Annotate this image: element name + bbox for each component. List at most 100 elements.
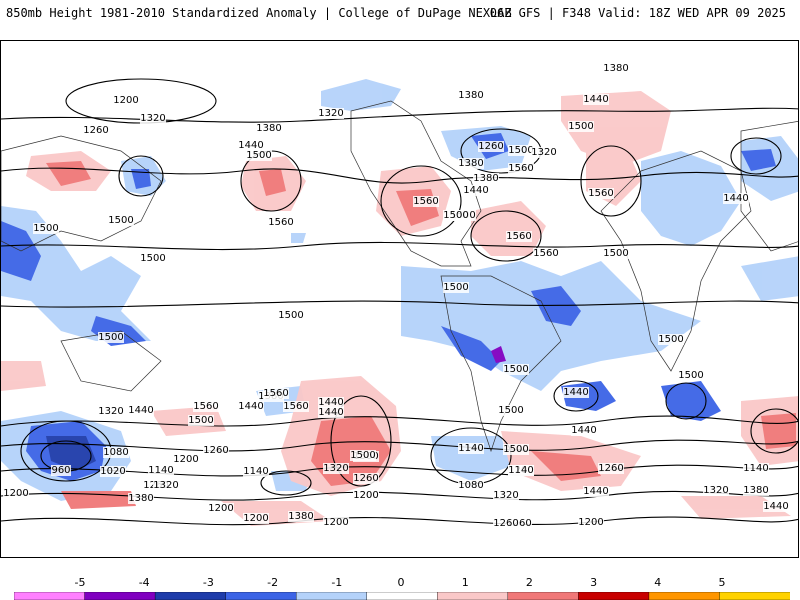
contour-label-background (108, 215, 134, 226)
colorbar-swatch (14, 592, 86, 600)
contour-label-background (413, 196, 439, 207)
colorbar-tick-label: 0 (397, 576, 405, 589)
contour-label: 1500 (443, 282, 468, 293)
contour-label-background (723, 193, 749, 204)
contour-label: 1440 (238, 401, 263, 412)
contour-label: 1380 (743, 485, 768, 496)
colorbar-tick-label: -4 (138, 576, 150, 589)
contour-label: 1560 (508, 163, 533, 174)
contour-label-background (33, 223, 59, 234)
contour-label: 1380 (458, 90, 483, 101)
contour-label-background (603, 63, 629, 74)
contour-label: 1440 (763, 501, 788, 512)
contour-label-background (703, 485, 729, 496)
contour-label-background (318, 407, 344, 418)
colorbar-swatch (578, 592, 650, 600)
contour-label: 1500 (140, 253, 165, 264)
contour-label-background (443, 210, 469, 221)
contour-label: 1140 (743, 463, 768, 474)
contour-label-background (503, 444, 529, 455)
contour-label: 1080 (458, 480, 483, 491)
contour-label: 1200 (3, 488, 28, 499)
contour-label-background (256, 123, 282, 134)
contour-label: 1500 (188, 415, 213, 426)
contour-label: 1200 (208, 503, 233, 514)
colorbar-tick-label: -2 (267, 576, 279, 589)
contour-label: 1320 (531, 147, 556, 158)
contour-label: 1500 (568, 121, 593, 132)
contour-label: 1560 (533, 248, 558, 259)
contour-label-background (318, 397, 344, 408)
contour-label-background (763, 501, 789, 512)
contour-label: 1560 (193, 401, 218, 412)
contour-label: 1500 (603, 248, 628, 259)
contour-label: 1140 (243, 466, 268, 477)
contour-label-background (458, 443, 484, 454)
contour-label-background (571, 425, 597, 436)
contour-label-background (603, 248, 629, 259)
contour-label-background (173, 454, 199, 465)
contour-label-background (288, 511, 314, 522)
colorbar-swatch (366, 592, 438, 600)
contour-label: 1440 (583, 486, 608, 497)
contour-label: 1260 (353, 473, 378, 484)
contour-label: 1200 (173, 454, 198, 465)
contour-label-background (98, 406, 124, 417)
contour-label-background (353, 490, 379, 501)
contour-label-background (658, 334, 684, 345)
colorbar-tick-label: 2 (525, 576, 533, 589)
contour-label: 1440 (238, 140, 263, 151)
contour-label: 1560 (413, 196, 438, 207)
colorbar-tick-label: 4 (654, 576, 662, 589)
colorbar-tick-label: -5 (74, 576, 86, 589)
contour-label: 1380 (288, 511, 313, 522)
contour-label-background (323, 463, 349, 474)
contour-label-background (458, 480, 484, 491)
contour-label-background (243, 466, 269, 477)
contour-label-background (203, 445, 229, 456)
contour-label: 1440 (583, 94, 608, 105)
contour-label: 960 (51, 465, 70, 476)
contour-label-background (3, 488, 29, 499)
contour-label: 1500 (278, 310, 303, 321)
contour-label: 1500 (33, 223, 58, 234)
map-title: 850mb Height 1981-2010 Standardized Anom… (6, 6, 512, 20)
contour-label: 1440 (318, 397, 343, 408)
contour-label-background (153, 480, 179, 491)
contour-label-background (140, 113, 166, 124)
contour-label: 1500 (678, 370, 703, 381)
colorbar-swatch (648, 592, 721, 600)
contour-label-background (83, 125, 109, 136)
contour-label: 1320 (703, 485, 728, 496)
contour-label-background (51, 465, 71, 476)
colorbar-tick-label: 5 (718, 576, 726, 589)
contour-label-background (193, 401, 219, 412)
colorbar-swatch (719, 592, 790, 600)
contour-label-background (103, 447, 129, 458)
colorbar-tick-label: -1 (331, 576, 343, 589)
contour-label-background (531, 147, 557, 158)
contour-label-background (508, 145, 534, 156)
contour-label-background (148, 465, 174, 476)
contour-label: 1200 (323, 517, 348, 528)
contour-label: 1500 (246, 150, 271, 161)
colorbar-swatch (507, 592, 580, 600)
contour-label: 1560 (263, 388, 288, 399)
contour-label-background (238, 140, 264, 151)
contour-label: 1440 (128, 405, 153, 416)
contour-label: 1380 (458, 158, 483, 169)
contour-label-background (268, 217, 294, 228)
contour-label: 1260 (203, 445, 228, 456)
contour-label-background (583, 486, 609, 497)
contour-label: 1440 (563, 387, 588, 398)
contour-label-background (503, 364, 529, 375)
contour-label-background (533, 248, 559, 259)
colorbar-swatch (84, 592, 156, 600)
contour-label-background (243, 513, 269, 524)
contour-label: 1200 (113, 95, 138, 106)
anomaly-map: 1380 1200 1320 1260 1380 1440 1500 1560 1320 1380… (0, 40, 799, 558)
contour-label: 1500 (508, 145, 533, 156)
contour-label-background (458, 158, 484, 169)
contour-label: 1560 (283, 401, 308, 412)
contour-label-background (506, 231, 532, 242)
